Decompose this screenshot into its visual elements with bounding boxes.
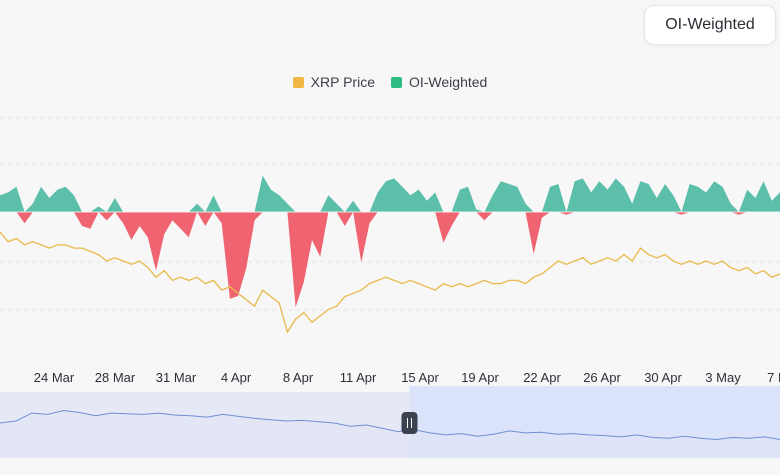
- oi-positive-area: [0, 176, 780, 212]
- x-tick-label: 31 Mar: [156, 370, 197, 385]
- navigator-handle[interactable]: [402, 412, 418, 434]
- x-tick-label: 24 Mar: [34, 370, 75, 385]
- x-tick-label: 3 May: [705, 370, 741, 385]
- price-line: [0, 232, 780, 332]
- x-tick-label: 4 Apr: [221, 370, 252, 385]
- x-tick-label: 22 Apr: [523, 370, 561, 385]
- legend-swatch-oi: [391, 77, 402, 88]
- x-tick-label: 19 Apr: [461, 370, 499, 385]
- legend-label-oi: OI-Weighted: [409, 74, 487, 90]
- legend-item-price[interactable]: XRP Price: [293, 74, 375, 90]
- x-tick-label: 7 M: [767, 370, 780, 385]
- x-tick-label: 11 Apr: [340, 370, 377, 385]
- x-tick-label: 30 Apr: [644, 370, 682, 385]
- x-tick-label: 28 Mar: [95, 370, 136, 385]
- metric-select-label: OI-Weighted: [665, 16, 755, 34]
- x-tick-label: 15 Apr: [401, 370, 439, 385]
- x-tick-label: 8 Apr: [283, 370, 314, 385]
- legend-item-oi[interactable]: OI-Weighted: [391, 74, 487, 90]
- oi-negative-area: [0, 212, 780, 307]
- x-tick-label: 26 Apr: [583, 370, 621, 385]
- legend-swatch-price: [293, 77, 304, 88]
- legend-label-price: XRP Price: [311, 74, 375, 90]
- chart-legend: XRP Price OI-Weighted: [0, 72, 780, 92]
- metric-select-button[interactable]: OI-Weighted: [644, 5, 776, 45]
